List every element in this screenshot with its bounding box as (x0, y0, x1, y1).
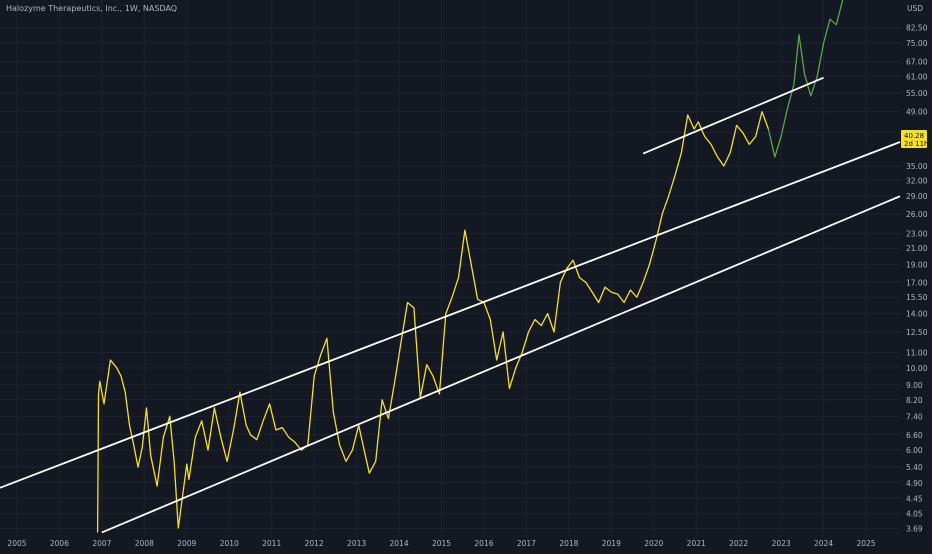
x-tick-label: 2020 (644, 539, 663, 548)
x-tick-label: 2009 (177, 539, 196, 548)
channel-line-1 (0, 141, 901, 489)
x-tick-label: 2015 (432, 539, 451, 548)
x-tick-label: 2010 (220, 539, 239, 548)
channel-line-2 (101, 195, 901, 534)
y-tick-label: 6.60 (906, 431, 923, 440)
x-tick-label: 2014 (390, 539, 409, 548)
x-tick-label: 2005 (7, 539, 26, 548)
y-tick-label: 11.00 (906, 348, 928, 357)
y-tick-label: 29.00 (906, 192, 928, 201)
y-tick-label: 3.69 (906, 524, 923, 533)
y-tick-label: 19.00 (906, 260, 928, 269)
y-tick-label: 21.00 (906, 244, 928, 253)
x-tick-label: 2019 (602, 539, 621, 548)
last-price-countdown: 2d 11h (904, 140, 928, 148)
x-tick-label: 2018 (559, 539, 578, 548)
x-tick-label: 2017 (517, 539, 536, 548)
y-tick-label: 7.40 (906, 412, 923, 421)
series-layer (96, 0, 844, 533)
y-tick-label: 75.00 (906, 39, 928, 48)
x-tick-label: 2024 (814, 539, 833, 548)
y-tick-label: 26.00 (906, 210, 928, 219)
x-tick-label: 2008 (135, 539, 154, 548)
y-axis-unit: USD (907, 4, 923, 13)
y-tick-label: 67.00 (906, 57, 928, 66)
x-tick-label: 2023 (772, 539, 791, 548)
x-tick-label: 2011 (262, 539, 281, 548)
last-price-badge: 40.28 2d 11h (901, 130, 928, 148)
last-price-value: 40.28 (904, 132, 924, 140)
x-tick-label: 2016 (474, 539, 493, 548)
price-series-line-1 (96, 111, 770, 533)
y-tick-label: 4.05 (906, 509, 923, 518)
y-tick-label: 9.00 (906, 381, 923, 390)
y-tick-label: 4.90 (906, 479, 923, 488)
y-tick-label: 10.00 (906, 364, 928, 373)
x-tick-label: 2007 (92, 539, 111, 548)
channel-line-3 (642, 76, 824, 155)
y-tick-label: 35.00 (906, 162, 928, 171)
last-price-badge-bg (901, 130, 927, 148)
y-tick-label: 55.00 (906, 89, 928, 98)
x-tick-label: 2022 (729, 539, 748, 548)
y-tick-label: 23.00 (906, 230, 928, 239)
x-tick-label: 2013 (347, 539, 366, 548)
y-tick-label: 4.45 (906, 494, 923, 503)
channel-layer (0, 76, 901, 534)
y-tick-label: 12.50 (906, 328, 928, 337)
y-tick-label: 61.00 (906, 72, 928, 81)
x-tick-label: 2006 (50, 539, 69, 548)
x-tick-label: 2012 (305, 539, 324, 548)
x-tick-label: 2021 (687, 539, 706, 548)
y-tick-label: 5.40 (906, 463, 923, 472)
y-tick-label: 82.50 (906, 24, 928, 33)
price-series-line-2 (767, 0, 844, 158)
x-tick-label: 2025 (856, 539, 875, 548)
y-tick-label: 14.00 (906, 310, 928, 319)
y-tick-label: 8.20 (906, 396, 923, 405)
y-tick-label: 15.50 (906, 293, 928, 302)
y-tick-label: 49.00 (906, 108, 928, 117)
y-tick-label: 17.00 (906, 278, 928, 287)
y-tick-label: 6.00 (906, 446, 923, 455)
grid-layer (0, 0, 900, 537)
y-tick-label: 32.00 (906, 176, 928, 185)
chart-title: Halozyme Therapeutics, Inc., 1W, NASDAQ (6, 4, 177, 13)
